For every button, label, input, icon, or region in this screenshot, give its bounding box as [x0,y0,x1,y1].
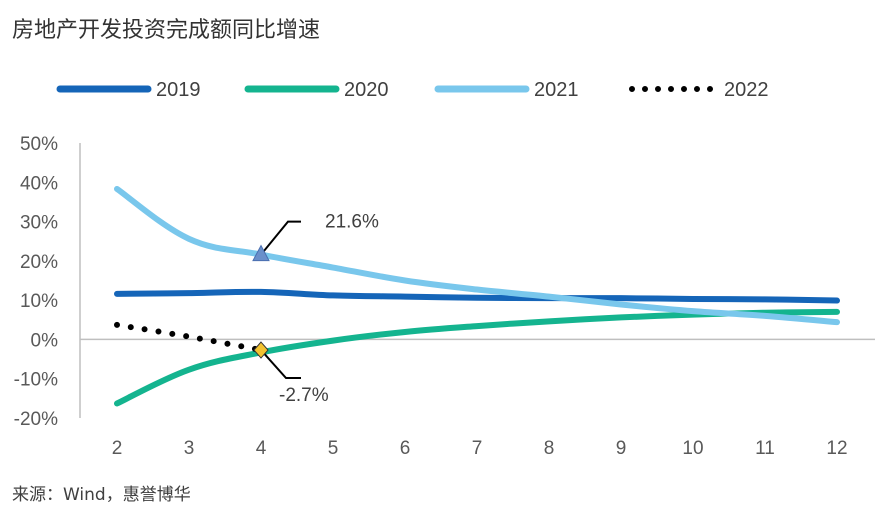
series-line-2019 [114,288,840,304]
legend-label-2022: 2022 [724,79,769,101]
y-tick-label: -10% [14,370,58,391]
x-tick-label: 5 [328,438,339,459]
x-tick-label: 11 [755,438,775,459]
x-tick-label: 7 [472,438,483,459]
x-tick-label: 2 [112,438,123,459]
series-line-2022 [114,321,264,354]
x-tick-label: 3 [184,438,195,459]
y-tick-label: -20% [14,409,58,430]
source-note: 来源：Wind，惠誉博华 [12,485,191,505]
series-line-2021 [114,185,840,326]
series-line-2020 [114,308,840,407]
chart-title: 房地产开发投资完成额同比增速 [12,18,321,43]
annotation-label: 21.6% [325,212,379,233]
data-marker-triangle [252,244,270,262]
legend-label-2019: 2019 [156,79,201,101]
x-tick-label: 12 [826,438,847,459]
y-tick-label: 40% [20,173,58,194]
data-marker-diamond [253,341,269,359]
legend-label-2021: 2021 [534,79,579,101]
x-axis: 2 3 4 5 6 7 8 9 10 11 12 [80,338,875,459]
x-tick-label: 10 [682,438,703,459]
line-chart: 2019 2020 2021 2022 50% 40% 30% 20% 10% 0% -10% -2… [14,79,875,459]
annotation-leader-line [260,349,301,380]
y-tick-label: 50% [20,134,58,155]
annotations: 21.6% -2.7% [252,212,379,406]
legend: 2019 2020 2021 2022 [56,79,769,101]
y-tick-label: 30% [20,213,58,234]
y-tick-label: 10% [20,291,58,312]
series-group [114,185,840,407]
y-tick-label: 20% [20,252,58,273]
x-tick-label: 4 [256,438,267,459]
x-tick-label: 9 [616,438,627,459]
y-axis: 50% 40% 30% 20% 10% 0% -10% -20% [14,134,81,430]
x-tick-label: 6 [400,438,411,459]
annotation-leader-line [260,220,301,256]
annotation-label: -2.7% [279,385,329,406]
x-tick-label: 8 [544,438,555,459]
legend-label-2020: 2020 [344,79,389,101]
y-tick-label: 0% [31,330,59,351]
